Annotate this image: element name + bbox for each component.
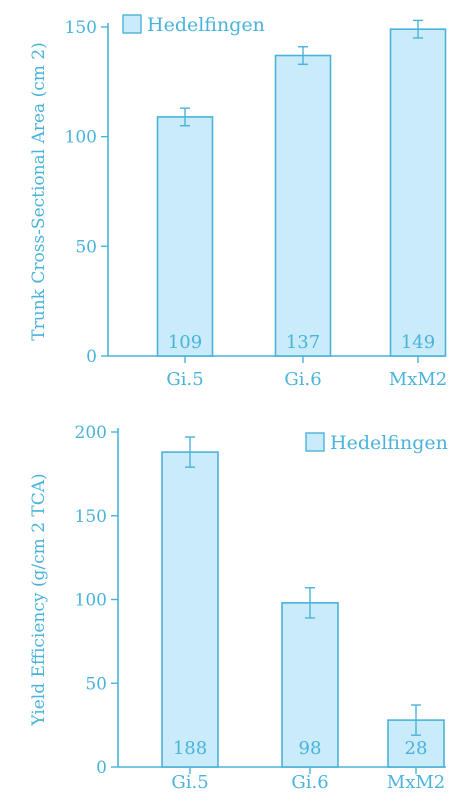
- y-axis-label: Yield Efficiency (g/cm 2 TCA): [29, 473, 49, 726]
- y-tick-label: 150: [75, 507, 107, 527]
- y-tick-label: 0: [96, 758, 107, 778]
- y-tick-label: 50: [85, 674, 107, 694]
- bar-mxm2: [387, 719, 445, 768]
- error-bar: [413, 19, 423, 39]
- x-tick-label: Gi.5: [171, 772, 208, 793]
- legend-swatch: [305, 432, 325, 452]
- legend: Hedelfingen: [122, 14, 265, 36]
- y-tick-label: 200: [75, 423, 107, 443]
- bar-mxm2: [389, 28, 447, 357]
- y-tick-label: 150: [65, 18, 97, 38]
- x-tick-label: Gi.6: [291, 772, 328, 793]
- chart-panel-2: 0 50 100 150 200 Gi.5 188 Gi.6 98 MxM2 28 Yield Eff…: [29, 423, 448, 793]
- error-bar: [305, 587, 315, 619]
- y-tick-label: 100: [75, 591, 107, 611]
- error-bar: [298, 46, 308, 65]
- data-label: 28: [405, 738, 428, 759]
- data-label: 98: [299, 738, 322, 759]
- data-label: 188: [173, 738, 207, 759]
- y-axis-label: Trunk Cross-Sectional Area (cm 2): [29, 42, 49, 340]
- legend-label: Hedelfingen: [147, 14, 265, 36]
- y-tick-label: 0: [86, 347, 97, 367]
- x-tick-label: MxM2: [387, 772, 445, 793]
- x-tick-label: Gi.6: [284, 369, 321, 390]
- chart-panel-1: 0 50 100 150 Gi.5 109 Gi.6 137 MxM2 149 Trunk Cros…: [29, 14, 447, 390]
- error-bar: [180, 107, 190, 127]
- legend-swatch: [122, 14, 142, 34]
- bar-gi-6: [274, 54, 332, 357]
- legend: Hedelfingen: [305, 432, 448, 454]
- y-tick-label: 50: [75, 237, 97, 257]
- bar-gi-5: [156, 116, 214, 357]
- legend-label: Hedelfingen: [330, 432, 448, 454]
- x-tick-label: Gi.5: [166, 369, 203, 390]
- error-bar: [185, 436, 195, 468]
- data-label: 149: [401, 332, 435, 353]
- x-tick-label: MxM2: [389, 369, 447, 390]
- data-label: 109: [168, 332, 202, 353]
- y-tick-label: 100: [65, 128, 97, 148]
- data-label: 137: [286, 332, 320, 353]
- error-bar: [411, 704, 421, 736]
- bar-gi-5: [161, 451, 219, 768]
- bar-gi-6: [281, 602, 339, 768]
